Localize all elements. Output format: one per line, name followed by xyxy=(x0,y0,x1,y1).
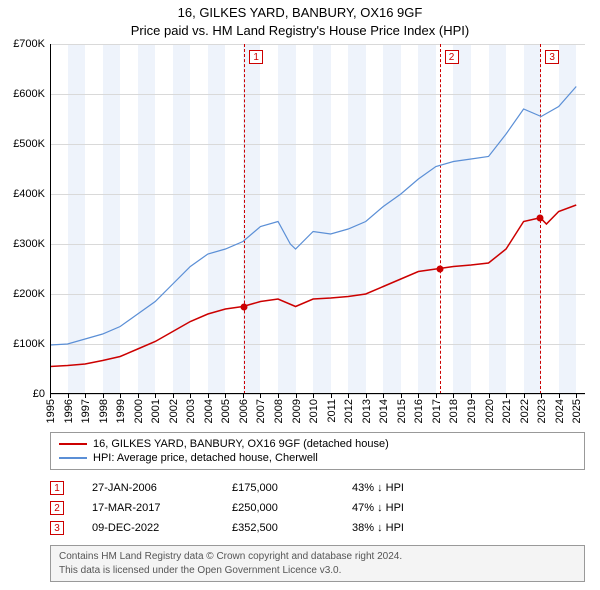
footer-line: Contains HM Land Registry data © Crown c… xyxy=(59,550,576,564)
table-row: 2 17-MAR-2017 £250,000 47% ↓ HPI xyxy=(50,498,472,518)
y-axis-label: £100K xyxy=(0,338,45,350)
x-axis-label: 2006 xyxy=(238,399,250,423)
x-axis-label: 2016 xyxy=(413,399,425,423)
tx-date: 17-MAR-2017 xyxy=(92,502,232,514)
footer: Contains HM Land Registry data © Crown c… xyxy=(50,545,585,582)
x-axis-label: 2025 xyxy=(571,399,583,423)
x-axis-label: 2002 xyxy=(168,399,180,423)
x-axis-label: 2021 xyxy=(501,399,513,423)
x-axis-label: 2007 xyxy=(255,399,267,423)
y-axis-label: £700K xyxy=(0,38,45,50)
x-axis-label: 2023 xyxy=(536,399,548,423)
x-axis-label: 2014 xyxy=(378,399,390,423)
x-axis-label: 2024 xyxy=(554,399,566,423)
x-axis-label: 1998 xyxy=(98,399,110,423)
title-block: 16, GILKES YARD, BANBURY, OX16 9GF Price… xyxy=(0,0,600,40)
y-axis-label: £500K xyxy=(0,138,45,150)
x-axis-label: 1996 xyxy=(63,399,75,423)
tx-date: 09-DEC-2022 xyxy=(92,522,232,534)
legend: 16, GILKES YARD, BANBURY, OX16 9GF (deta… xyxy=(50,432,585,470)
y-axis-label: £300K xyxy=(0,238,45,250)
legend-item: 16, GILKES YARD, BANBURY, OX16 9GF (deta… xyxy=(59,437,576,451)
x-axis-label: 1999 xyxy=(115,399,127,423)
y-axis-label: £400K xyxy=(0,188,45,200)
x-axis-label: 2005 xyxy=(220,399,232,423)
marker-badge: 1 xyxy=(50,481,64,495)
x-axis-label: 2003 xyxy=(185,399,197,423)
x-axis-label: 2010 xyxy=(308,399,320,423)
x-axis-label: 2009 xyxy=(291,399,303,423)
x-axis-label: 2018 xyxy=(448,399,460,423)
legend-label: 16, GILKES YARD, BANBURY, OX16 9GF (deta… xyxy=(93,438,389,450)
x-axis-label: 2015 xyxy=(396,399,408,423)
tx-delta: 38% ↓ HPI xyxy=(352,522,472,534)
title-address: 16, GILKES YARD, BANBURY, OX16 9GF xyxy=(0,4,600,22)
x-axis-label: 2011 xyxy=(326,399,338,423)
series-hpi xyxy=(50,87,576,346)
legend-label: HPI: Average price, detached house, Cher… xyxy=(93,452,318,464)
tx-price: £352,500 xyxy=(232,522,352,534)
x-axis-label: 2000 xyxy=(133,399,145,423)
tx-price: £175,000 xyxy=(232,482,352,494)
tx-delta: 43% ↓ HPI xyxy=(352,482,472,494)
x-axis-label: 2019 xyxy=(466,399,478,423)
tx-delta: 47% ↓ HPI xyxy=(352,502,472,514)
x-axis-label: 2012 xyxy=(343,399,355,423)
x-axis-label: 2013 xyxy=(361,399,373,423)
x-axis-label: 2001 xyxy=(150,399,162,423)
x-axis-label: 2004 xyxy=(203,399,215,423)
y-axis-label: £0 xyxy=(0,388,45,400)
x-axis-label: 1997 xyxy=(80,399,92,423)
title-subtitle: Price paid vs. HM Land Registry's House … xyxy=(0,22,600,40)
chart: £0£100K£200K£300K£400K£500K£600K£700K199… xyxy=(50,44,585,394)
transactions-table: 1 27-JAN-2006 £175,000 43% ↓ HPI 2 17-MA… xyxy=(50,478,472,538)
y-axis-label: £600K xyxy=(0,88,45,100)
x-axis-label: 1995 xyxy=(45,399,57,423)
x-axis-label: 2017 xyxy=(431,399,443,423)
marker-badge: 2 xyxy=(50,501,64,515)
marker-badge: 3 xyxy=(50,521,64,535)
x-axis-label: 2022 xyxy=(519,399,531,423)
series-property xyxy=(50,205,576,367)
legend-item: HPI: Average price, detached house, Cher… xyxy=(59,451,576,465)
table-row: 1 27-JAN-2006 £175,000 43% ↓ HPI xyxy=(50,478,472,498)
x-axis-label: 2020 xyxy=(484,399,496,423)
tx-date: 27-JAN-2006 xyxy=(92,482,232,494)
footer-line: This data is licensed under the Open Gov… xyxy=(59,564,576,578)
tx-price: £250,000 xyxy=(232,502,352,514)
y-axis-label: £200K xyxy=(0,288,45,300)
x-axis-label: 2008 xyxy=(273,399,285,423)
table-row: 3 09-DEC-2022 £352,500 38% ↓ HPI xyxy=(50,518,472,538)
